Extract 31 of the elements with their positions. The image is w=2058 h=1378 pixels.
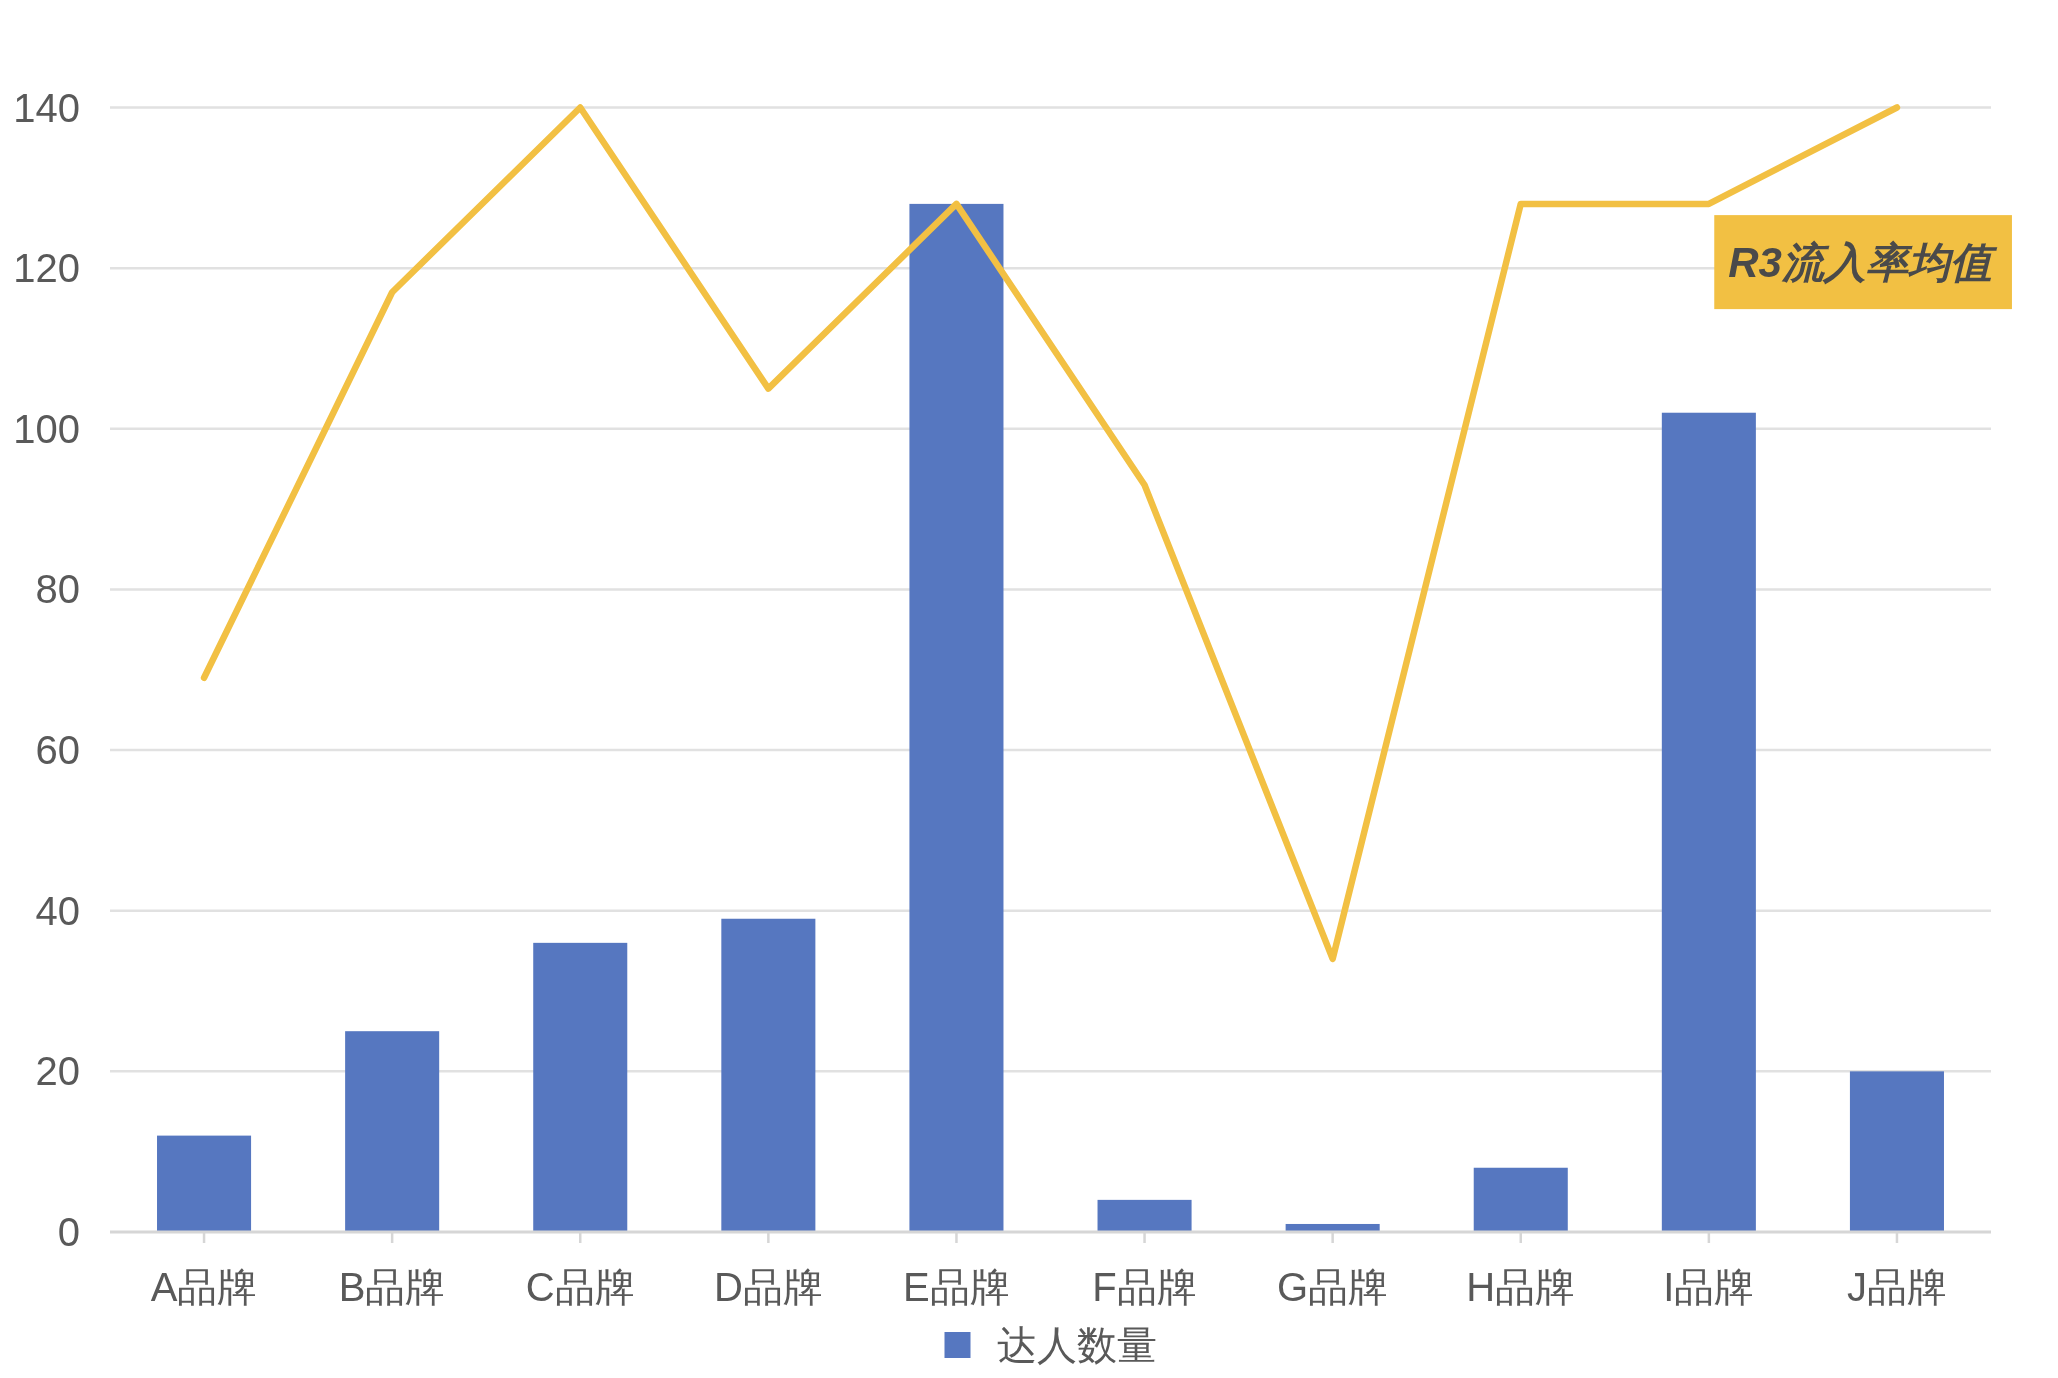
bar (345, 1031, 440, 1232)
legend: 达人数量 (944, 1323, 1157, 1367)
y-tick-label: 120 (13, 246, 80, 291)
bar (909, 203, 1004, 1232)
bar (1849, 1071, 1944, 1232)
x-tick-label: D品牌 (713, 1265, 823, 1309)
bar (533, 942, 628, 1232)
x-tick-label: B品牌 (338, 1265, 446, 1309)
bar (721, 918, 816, 1232)
x-tick-label: G品牌 (1277, 1265, 1389, 1309)
bar (1473, 1167, 1568, 1232)
y-tick-label: 0 (57, 1210, 80, 1254)
y-tick-label: 100 (13, 406, 80, 451)
bar (157, 1135, 252, 1232)
x-tick-label: A品牌 (150, 1265, 258, 1309)
y-tick-label: 80 (35, 567, 80, 612)
y-tick-label: 40 (35, 888, 80, 933)
x-tick-label: E品牌 (903, 1265, 1010, 1309)
series-label: R3流入率均值 (1714, 215, 2012, 310)
y-tick-label: 20 (35, 1049, 80, 1094)
x-tick-label: I品牌 (1663, 1265, 1755, 1309)
x-tick-label: J品牌 (1846, 1265, 1947, 1309)
y-tick-label: 140 (13, 85, 80, 130)
bar (1097, 1199, 1192, 1232)
legend-label: 达人数量 (996, 1323, 1157, 1367)
y-tick-label: 60 (35, 728, 80, 773)
series-label: R3流入率均值 (1728, 238, 1998, 286)
x-tick-label: H品牌 (1466, 1265, 1576, 1309)
bar (1661, 412, 1756, 1232)
x-tick-label: C品牌 (525, 1265, 635, 1309)
x-tick-label: F品牌 (1092, 1265, 1197, 1309)
